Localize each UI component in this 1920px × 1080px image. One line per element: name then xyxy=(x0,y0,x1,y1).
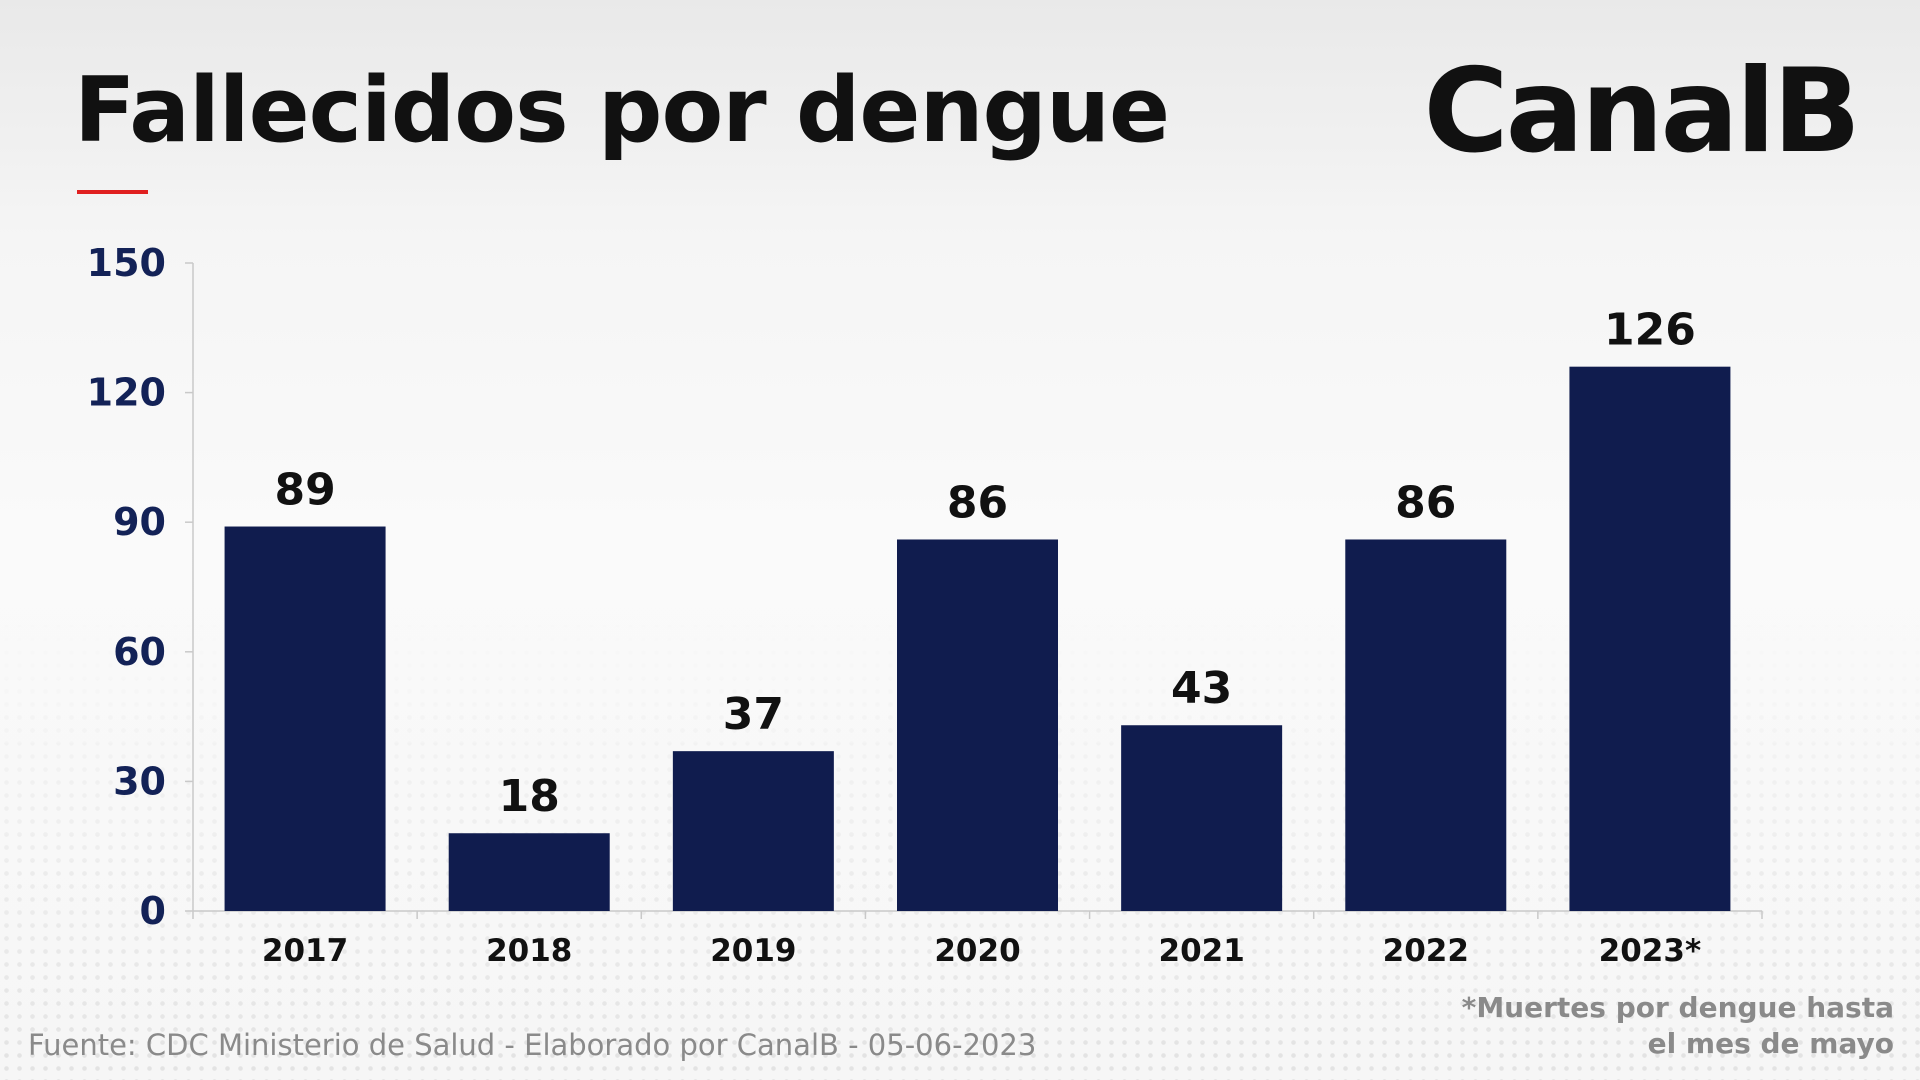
bar-2022 xyxy=(1345,539,1507,911)
y-tick-label: 30 xyxy=(113,759,166,803)
data-label: 37 xyxy=(723,689,784,740)
y-tick-label: 0 xyxy=(140,889,166,933)
x-tick-label: 2017 xyxy=(262,933,348,969)
footnote: *Muertes por dengue hasta el mes de mayo xyxy=(1462,990,1894,1062)
y-tick-label: 60 xyxy=(113,630,166,674)
bar-2017 xyxy=(224,526,386,911)
data-label: 43 xyxy=(1171,663,1232,714)
data-label: 86 xyxy=(947,477,1008,528)
bar-2020 xyxy=(897,539,1058,911)
data-label: 126 xyxy=(1604,305,1696,356)
chart-x-tick-labels: 2017 2018 2019 2020 2021 2022 2023* xyxy=(262,933,1701,969)
bar-2023 xyxy=(1569,366,1731,911)
data-label: 89 xyxy=(274,465,335,516)
footnote-line-1: *Muertes por dengue hasta xyxy=(1461,991,1894,1024)
x-tick-label: 2023* xyxy=(1599,933,1702,969)
chart-bars xyxy=(224,366,1731,911)
source-note: Fuente: CDC Ministerio de Salud - Elabor… xyxy=(28,1028,1037,1062)
x-tick-label: 2019 xyxy=(710,933,796,969)
bar-2018 xyxy=(448,833,610,911)
y-tick-label: 150 xyxy=(87,241,166,285)
data-label: 18 xyxy=(499,771,560,822)
y-tick-label: 120 xyxy=(87,371,166,415)
title-accent-rule xyxy=(77,190,148,194)
y-tick-label: 90 xyxy=(113,500,166,544)
x-tick-label: 2022 xyxy=(1383,933,1469,969)
brand-logo: CanalB xyxy=(1423,44,1861,179)
bar-2021 xyxy=(1121,725,1283,911)
chart-y-tick-labels: 0 30 60 90 120 150 xyxy=(87,241,166,933)
x-tick-label: 2021 xyxy=(1159,933,1245,969)
chart-title: Fallecidos por dengue xyxy=(74,58,1170,163)
bar-2019 xyxy=(672,751,834,911)
data-label: 86 xyxy=(1395,477,1456,528)
footnote-line-2: el mes de mayo xyxy=(1647,1027,1894,1060)
x-tick-label: 2018 xyxy=(486,933,572,969)
x-tick-label: 2020 xyxy=(934,933,1020,969)
chart-data-labels: 89 18 37 86 43 86 126 xyxy=(274,305,1695,823)
